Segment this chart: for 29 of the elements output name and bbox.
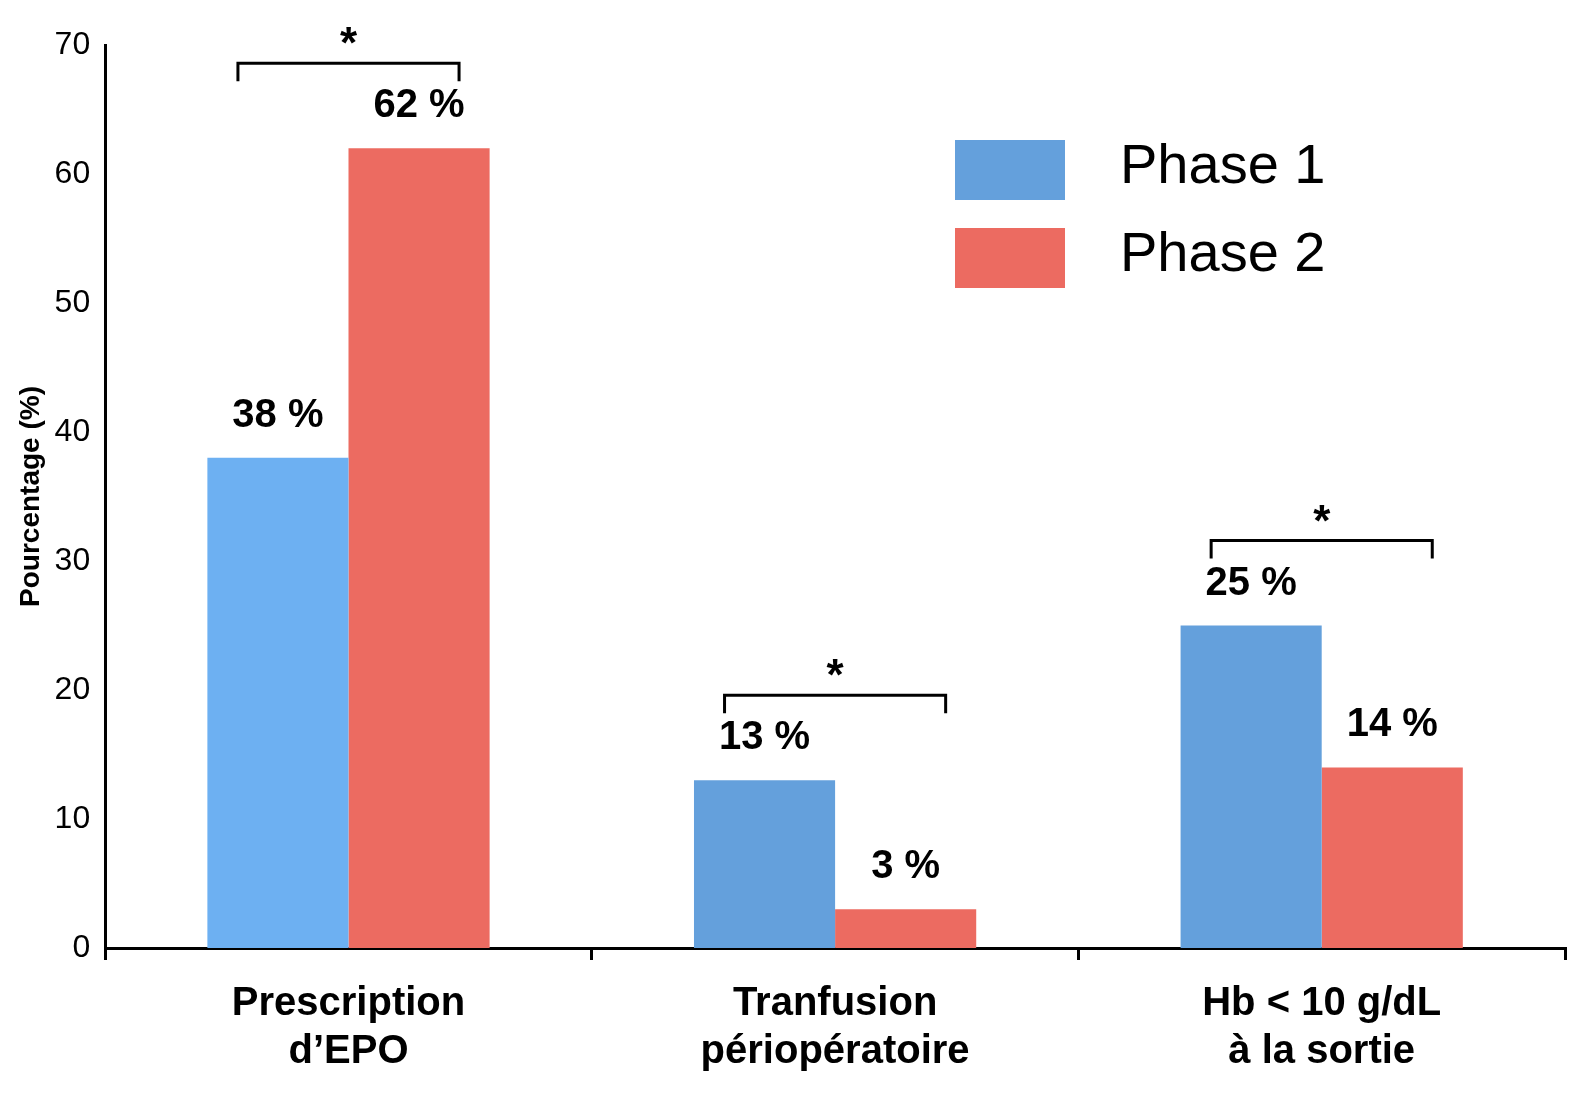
y-tick-label: 70 [54,24,91,61]
x-tick-label: Hb < 10 g/dL à la sortie [1202,979,1442,1072]
bar [207,457,349,948]
bar [348,148,490,948]
annotation: * [826,650,845,700]
annotation: * [1313,495,1332,545]
data-label: 3 % [871,842,941,887]
data-label: 13 % [718,713,811,758]
data-label: 14 % [1346,700,1438,745]
bar [693,780,836,948]
legend-label: Phase 2 [1120,220,1326,284]
bar [1321,767,1463,948]
legend-label: Phase 1 [1120,132,1326,196]
y-tick-label: 10 [54,798,91,835]
bar [835,909,977,948]
x-tick-label: Prescription d’EPO [231,979,466,1072]
y-tick-label: 50 [54,282,91,319]
data-label: 62 % [373,81,465,126]
x-tick-label: Tranfusion périopératoire [700,979,970,1072]
bar [1180,625,1322,948]
data-label: 38 % [232,390,324,435]
data-label: 25 % [1205,558,1297,603]
y-axis-title: Pourcentage (%) [13,386,45,607]
y-tick-label: 60 [54,153,91,190]
y-tick-label: 20 [54,669,91,706]
annotation: * [339,18,358,68]
y-tick-label: 30 [54,540,91,577]
y-tick-label: 0 [72,927,91,964]
y-tick-label: 40 [54,411,91,448]
